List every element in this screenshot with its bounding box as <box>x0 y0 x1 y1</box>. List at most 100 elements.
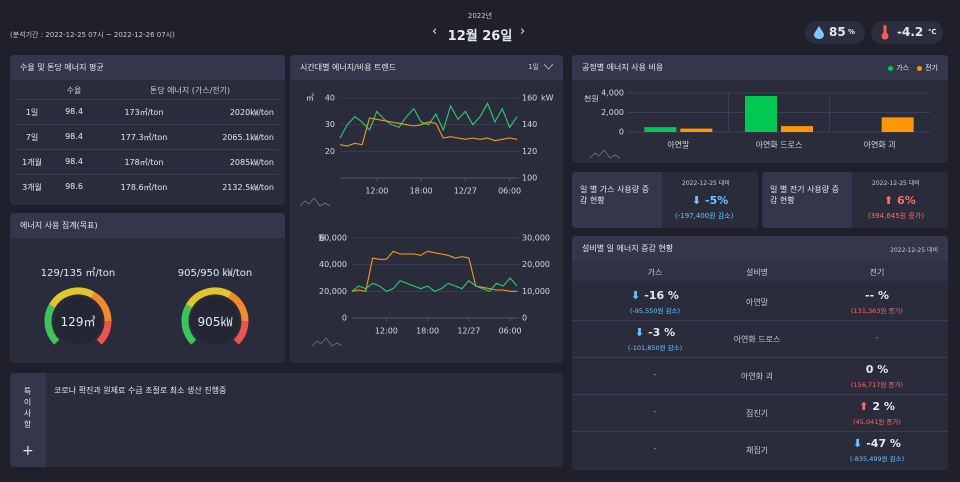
equipment-name: 아연화 괴 <box>741 372 773 381</box>
y-tick-label: 30 <box>325 120 335 129</box>
period-select[interactable]: 1일 <box>528 63 539 71</box>
year: 2022년 <box>467 12 493 20</box>
elec-change: - <box>817 333 937 342</box>
elec-change: ⬆ 2 % <box>817 400 937 413</box>
legend-swatch <box>917 65 923 71</box>
gauge-label: 905/950 ㎾/ton <box>177 268 253 279</box>
table-cell: 2020㎾/ton <box>229 108 274 117</box>
table-cell: 98.4 <box>65 157 83 166</box>
chart-icon <box>589 149 621 159</box>
row-line <box>16 174 279 175</box>
table-cell: 98.4 <box>65 132 83 141</box>
gas-change: ⬇ -3 % <box>595 326 715 339</box>
elec-change: -- % <box>817 289 937 302</box>
elec-change: ⬇ -47 % <box>817 437 937 450</box>
y2-unit: kW <box>541 94 554 103</box>
table-cell: 3개월 <box>22 183 42 192</box>
change-value: - <box>653 444 657 453</box>
bar <box>644 127 677 132</box>
humidity-unit: % <box>848 28 856 36</box>
period: (분석기간 : 2022-12-25 07시 ~ 2022-12-26 07시) <box>10 31 175 39</box>
x-tick-label: 06:00 <box>499 327 522 336</box>
panel-title: 공정별 에너지 사용 비용 <box>572 55 948 80</box>
amount: (394,645원 증가) <box>868 212 924 220</box>
bar <box>781 126 813 132</box>
change-value: -3 % <box>648 326 676 339</box>
y-unit: ㎥ <box>306 94 314 103</box>
row-line <box>16 99 279 100</box>
y2-tick-label: 30,000 <box>522 234 550 243</box>
legend: 가스 전기 <box>888 63 938 73</box>
notes-text: 코로나 확진과 원제료 수급 조절로 최소 생산 진행중 <box>54 386 227 395</box>
elec-daily-panel: 일 별 전기 사용량 증감 현황 2022-12-25 대비 ⬆ 6% (394… <box>762 172 948 228</box>
equipment-panel: 설비별 일 에너지 증감 현황 2022-12-25 대비 가스 설비명 전기 아연말… <box>572 236 948 470</box>
elec-amount: (156,717원 증가) <box>851 381 903 389</box>
prev-day[interactable]: ‹ <box>432 24 438 39</box>
elec-amount: (131,363원 증가) <box>851 307 903 315</box>
column-header: 전기 <box>869 268 885 277</box>
panel-title: 일 별 전기 사용량 증감 현황 <box>770 185 840 205</box>
y2-tick-label: 140 <box>522 120 537 129</box>
panel-title: 설비별 일 에너지 증감 현황 <box>572 236 948 261</box>
legend-item: 가스 <box>888 63 909 73</box>
change-value: -16 % <box>644 289 679 302</box>
table-cell: 98.6 <box>65 182 83 191</box>
header-row <box>572 261 948 281</box>
y2-tick-label: 0 <box>522 314 527 323</box>
change-value: -47 % <box>866 437 901 450</box>
add-note[interactable]: + <box>22 443 34 459</box>
y-tick-label: 20,000 <box>319 287 347 296</box>
bar <box>881 117 914 132</box>
x-tick-label: 아연화 괴 <box>864 140 896 150</box>
chart-icon <box>299 197 331 207</box>
x-tick-label: 12/27 <box>454 187 477 196</box>
drop-icon <box>814 26 824 39</box>
change-value: -- % <box>865 289 889 302</box>
usage-panel: 에너지 사용 집계(목표) 129/135 ㎥/ton 905/950 ㎾/to… <box>10 213 285 363</box>
equipment-name: 집진기 <box>745 409 769 418</box>
gas-change: ⬇ -16 % <box>595 289 715 302</box>
trend-panel: 시간대별 에너지/비용 트렌드 1일 20 30 40 100 120 140 160 ㎥ kW… <box>290 55 563 363</box>
bar-chart: 천원 0 2,000 4,000 아연말 아연화 드로스 아연화 괴 <box>584 89 930 159</box>
row-line <box>16 149 279 150</box>
notes-title: 특이사항 <box>23 387 32 431</box>
x-tick-label: 18:00 <box>416 327 439 336</box>
legend-swatch <box>888 65 894 71</box>
row-line <box>16 124 279 125</box>
series-line <box>339 117 518 147</box>
legend-label: 가스 <box>896 64 910 72</box>
x-tick-label: 12:00 <box>375 327 398 336</box>
y-unit: 원 <box>318 234 325 243</box>
gas-change: - <box>595 444 715 453</box>
compare: 2022-12-25 대비 <box>890 247 938 254</box>
line-chart: 0 20,000 40,000 60,000 0 10,000 20,000 30,000 원 1… <box>311 234 550 347</box>
y2-tick-label: 120 <box>522 147 537 156</box>
table-cell: 2065.1㎾/ton <box>222 133 274 142</box>
dropdown-icon[interactable] <box>544 64 553 70</box>
next-day[interactable]: › <box>520 24 526 39</box>
panel-title: 에너지 사용 집계(목표) <box>10 213 285 238</box>
row-line <box>572 320 948 321</box>
arrow: ⬆ <box>859 400 869 413</box>
equipment-name: 아연화 드로스 <box>733 335 781 344</box>
panel-title: 수율 및 톤당 에너지 평균 <box>10 55 285 80</box>
change-value: 0 % <box>865 363 889 376</box>
y-tick-label: 0 <box>619 128 624 137</box>
y2-tick-label: 20,000 <box>522 260 550 269</box>
bar <box>745 95 777 132</box>
change-value: - <box>875 333 879 342</box>
humidity: 85 <box>829 25 846 39</box>
y-tick-label: 60,000 <box>319 234 347 243</box>
gas-change: - <box>595 370 715 379</box>
amount: (-197,400원 감소) <box>675 212 734 220</box>
y-tick-label: 40 <box>325 94 335 103</box>
y2-tick-label: 100 <box>522 174 537 183</box>
table-cell: 98.4 <box>65 107 83 116</box>
gauges <box>44 287 249 345</box>
change-value: - <box>653 370 657 379</box>
change: ⬆ 6% <box>884 194 916 207</box>
panel-title: 일 별 가스 사용량 증감 현황 <box>580 185 650 205</box>
panel-side <box>572 172 662 228</box>
elec-change: 0 % <box>817 363 937 376</box>
